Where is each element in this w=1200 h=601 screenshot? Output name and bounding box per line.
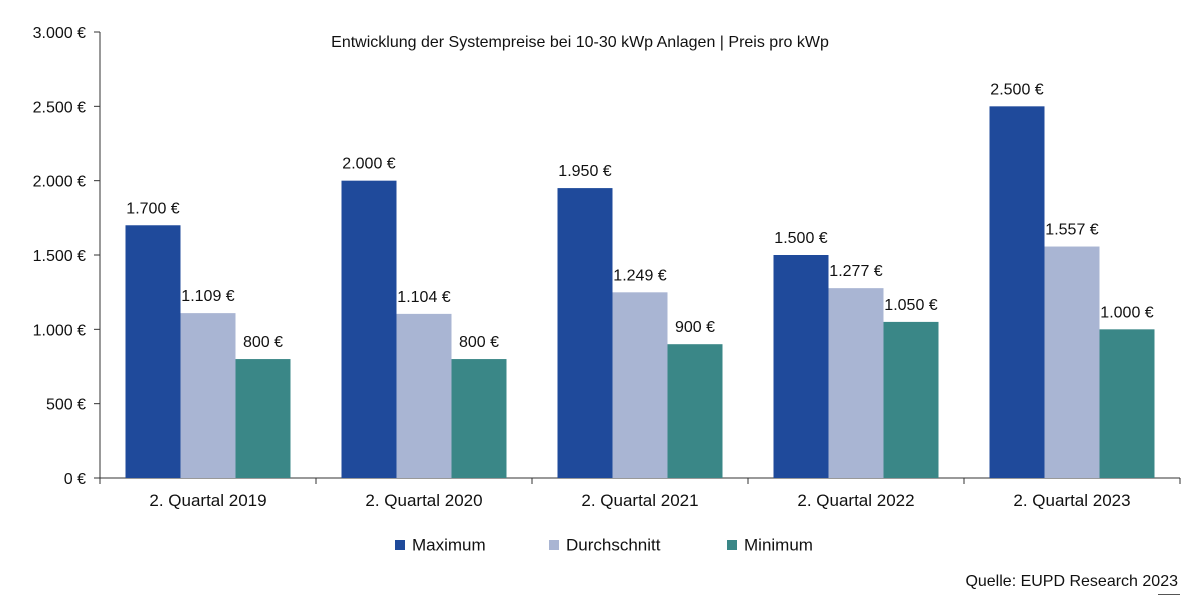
data-label: 2.500 € [990,81,1043,98]
data-label: 1.950 € [558,163,611,180]
x-tick-label: 2. Quartal 2022 [797,491,914,510]
bar-durchschnitt [180,313,236,478]
data-label: 1.557 € [1045,222,1098,239]
y-tick-label: 500 € [46,397,86,414]
bar-maximum [341,180,397,478]
data-label: 1.249 € [613,267,666,284]
bar-durchschnitt [612,292,668,478]
x-tick-label: 2. Quartal 2019 [149,491,266,510]
x-tick-label: 2. Quartal 2020 [365,491,482,510]
data-label: 900 € [675,319,715,336]
data-label: 1.109 € [181,288,234,305]
bar-maximum [557,188,613,478]
bar-minimum [235,359,291,478]
legend-label: Maximum [412,536,486,555]
data-label: 1.050 € [884,297,937,314]
y-tick-label: 2.000 € [33,174,86,191]
data-label: 1.000 € [1100,304,1153,321]
data-label: 1.500 € [774,230,827,247]
bar-maximum [125,225,181,478]
data-label: 800 € [243,334,283,351]
data-label: 1.277 € [829,263,882,280]
y-tick-label: 1.500 € [33,248,86,265]
legend-swatch-durchschnitt [549,540,559,550]
y-tick-label: 0 € [64,471,86,488]
legend-swatch-minimum [727,540,737,550]
bar-minimum [451,359,507,478]
data-label: 1.104 € [397,289,450,306]
chart-title: Entwicklung der Systempreise bei 10-30 k… [331,34,829,51]
value-labels: 1.700 € 2.000 € 1.950 € 1.500 € 2.500 € 1.109… [126,81,1153,351]
y-tick-label: 3.000 € [33,25,86,42]
legend-label: Minimum [744,536,813,555]
data-label: 800 € [459,334,499,351]
y-tick-label: 1.000 € [33,322,86,339]
bar-maximum [773,255,829,478]
bar-durchschnitt [1044,246,1100,478]
y-tick-label: 2.500 € [33,99,86,116]
data-label: 1.700 € [126,200,179,217]
bar-durchschnitt [396,313,452,478]
legend: Maximum Durchschnitt Minimum [395,536,813,555]
source-note: Quelle: EUPD Research 2023 [965,573,1178,590]
bar-minimum [667,344,723,478]
bars [125,106,1155,478]
x-tick-label: 2. Quartal 2023 [1013,491,1130,510]
source-underline [1158,594,1180,595]
bar-durchschnitt [828,288,884,478]
legend-swatch-maximum [395,540,405,550]
data-label: 2.000 € [342,156,395,173]
legend-label: Durchschnitt [566,536,661,555]
bar-maximum [989,106,1045,478]
x-tick-label: 2. Quartal 2021 [581,491,698,510]
bar-minimum [1099,329,1155,478]
bar-minimum [883,321,939,478]
axes: 0 € 500 € 1.000 € 1.500 € 2.000 € 2.500 € 3.00… [33,25,1181,510]
